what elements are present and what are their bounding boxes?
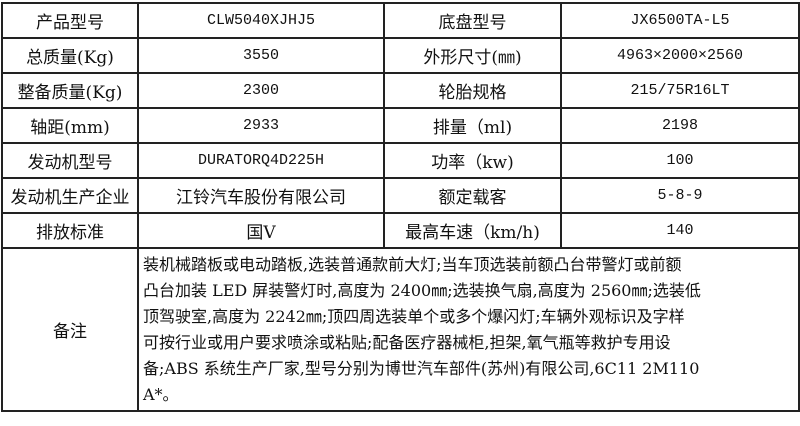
spec-value: CLW5040XJHJ5 (137, 2, 385, 39)
notes-line: 顶驾驶室,高度为 2242㎜;顶四周选装单个或多个爆闪灯;车辆外观标识及字样 (143, 306, 685, 326)
spec-row: 整备质量(Kg) 2300 轮胎规格 215/75R16LT (1, 72, 800, 109)
spec-value: 3550 (137, 37, 385, 74)
spec-value: 215/75R16LT (560, 72, 800, 109)
spec-row: 发动机型号 DURATORQ4D225H 功率（kw) 100 (1, 142, 800, 179)
spec-label: 排放标准 (1, 212, 139, 249)
notes-label: 备注 (1, 247, 139, 412)
spec-row: 轴距(mm) 2933 排量（ml) 2198 (1, 107, 800, 144)
spec-value: 2933 (137, 107, 385, 144)
vehicle-spec-table: 产品型号 CLW5040XJHJ5 底盘型号 JX6500TA-L5 总质量(Kg) 35… (1, 2, 800, 412)
spec-label: 产品型号 (1, 2, 139, 39)
spec-label: 底盘型号 (383, 2, 562, 39)
spec-label: 发动机生产企业 (1, 177, 139, 214)
spec-value: 4963×2000×2560 (560, 37, 800, 74)
spec-row: 总质量(Kg) 3550 外形尺寸(㎜) 4963×2000×2560 (1, 37, 800, 74)
notes-line: A*。 (143, 384, 179, 404)
spec-label: 发动机型号 (1, 142, 139, 179)
spec-label: 额定载客 (383, 177, 562, 214)
spec-label: 总质量(Kg) (1, 37, 139, 74)
spec-label: 轮胎规格 (383, 72, 562, 109)
spec-value: 江铃汽车股份有限公司 (137, 177, 385, 214)
spec-label: 轴距(mm) (1, 107, 139, 144)
spec-value: DURATORQ4D225H (137, 142, 385, 179)
spec-value: 2300 (137, 72, 385, 109)
spec-value: 140 (560, 212, 800, 249)
spec-value: 2198 (560, 107, 800, 144)
notes-text: 装机械踏板或电动踏板,选装普通款前大灯;当车顶选装前额凸台带警灯或前额 凸台加装… (137, 247, 800, 412)
spec-value: JX6500TA-L5 (560, 2, 800, 39)
notes-line: 可按行业或用户要求喷涂或粘贴;配备医疗器械柜,担架,氧气瓶等救护专用设 (143, 332, 671, 352)
spec-row: 排放标准 国Ⅴ 最高车速（km/h) 140 (1, 212, 800, 249)
spec-value: 国Ⅴ (137, 212, 385, 249)
notes-line: 备;ABS 系统生产厂家,型号分别为博世汽车部件(苏州)有限公司,6C11 2M… (143, 358, 700, 378)
spec-label: 整备质量(Kg) (1, 72, 139, 109)
spec-row: 产品型号 CLW5040XJHJ5 底盘型号 JX6500TA-L5 (1, 2, 800, 39)
spec-row: 发动机生产企业 江铃汽车股份有限公司 额定载客 5-8-9 (1, 177, 800, 214)
spec-label: 功率（kw) (383, 142, 562, 179)
spec-label: 外形尺寸(㎜) (383, 37, 562, 74)
notes-line: 装机械踏板或电动踏板,选装普通款前大灯;当车顶选装前额凸台带警灯或前额 (143, 254, 682, 274)
spec-value: 5-8-9 (560, 177, 800, 214)
notes-row: 备注 装机械踏板或电动踏板,选装普通款前大灯;当车顶选装前额凸台带警灯或前额 凸… (1, 247, 800, 412)
spec-label: 排量（ml) (383, 107, 562, 144)
notes-line: 凸台加装 LED 屏装警灯时,高度为 2400㎜;选装换气扇,高度为 2560㎜… (143, 280, 701, 300)
spec-label: 最高车速（km/h) (383, 212, 562, 249)
spec-value: 100 (560, 142, 800, 179)
